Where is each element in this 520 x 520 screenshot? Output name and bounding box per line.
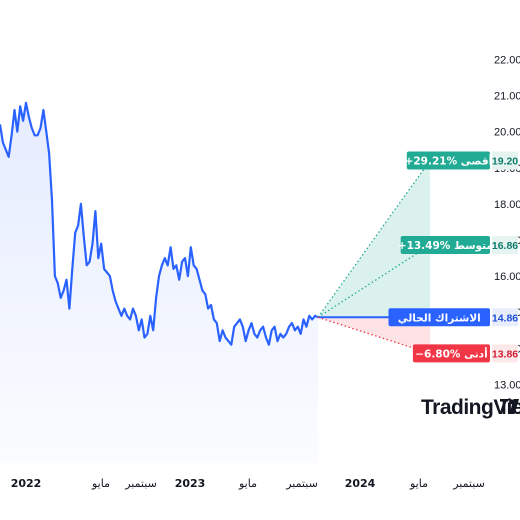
forecast-value-box: [492, 308, 518, 327]
forecast-tag: 13.86 −6.80% أدنى: [412, 344, 518, 363]
forecast-value-box: [492, 151, 518, 170]
price-history-area: [0, 101, 319, 464]
y-axis: 22.0021.0020.0019.0018.0017.0016.0015.00…: [494, 54, 520, 391]
forecast-tag: 16.86+13.49% متوسط: [398, 236, 518, 255]
forecast-value-label: 14.86: [492, 312, 518, 324]
x-tick-label: 2024: [345, 477, 376, 490]
forecast-name-label: +29.21% أقصى: [405, 154, 493, 168]
forecast-value-box: [492, 236, 518, 255]
x-tick-label: مايو: [238, 477, 257, 490]
forecast-zone-background: [320, 0, 490, 520]
forecast-tags: 19.20+29.21% أقصى 16.86+13.49% متوسط 14.86…: [388, 151, 518, 363]
x-tick-label: 2022: [11, 477, 42, 490]
history-line: [0, 101, 319, 346]
forecast-name-box: [412, 344, 490, 363]
tradingview-logo-text: TradingView: [421, 396, 520, 419]
tradingview-logo: TradingView: [421, 396, 520, 419]
forecast-tag: 14.86 الاشتراك الحالي: [388, 308, 518, 327]
y-tick-label: 22.00: [494, 54, 520, 66]
y-tick-label: 13.00: [494, 379, 520, 391]
forecast-value-label: 16.86: [492, 240, 518, 252]
forecast-name-box: [388, 308, 490, 327]
tradingview-logo-icon: [500, 399, 519, 414]
forecast-name-box: [400, 236, 490, 255]
forecast-value-box: [492, 344, 518, 363]
forecast-value-label: 13.86: [492, 348, 518, 360]
x-tick-label: سبتمبر: [124, 477, 157, 490]
forecast-value-label: 19.20: [492, 156, 518, 168]
x-tick-label: مايو: [91, 477, 110, 490]
x-axis: 2022 مايو سبتمبر 2023 مايو سبتمبر 2024 مايو سبتم…: [11, 477, 485, 490]
x-tick-label: سبتمبر: [452, 477, 485, 490]
y-tick-label: 16.00: [494, 271, 520, 283]
x-tick-label: مايو: [409, 477, 428, 490]
forecast-name-label: −6.80% أدنى: [415, 346, 487, 360]
forecast-line: [317, 160, 431, 318]
x-tick-label: 2023: [175, 477, 206, 490]
x-tick-label: سبتمبر: [285, 477, 318, 490]
forecast-tag: 19.20+29.21% أقصى: [405, 151, 518, 170]
y-tick-label: 21.00: [494, 91, 520, 103]
forecast-name-label: +13.49% متوسط: [398, 240, 493, 252]
forecast-name-box: [406, 151, 490, 170]
y-tick-label: 20.00: [494, 127, 520, 139]
y-tick-label: 18.00: [494, 199, 520, 211]
forecast-name-label: الاشتراك الحالي: [398, 312, 481, 324]
